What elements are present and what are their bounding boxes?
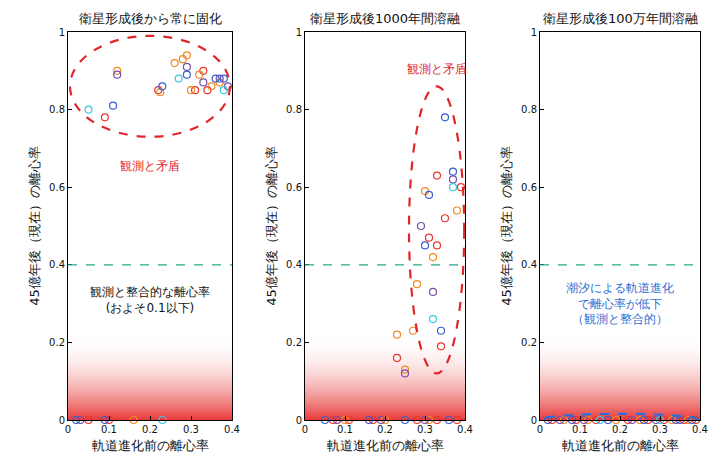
svg-text:1: 1 (296, 27, 302, 38)
svg-text:0.2: 0.2 (286, 337, 302, 348)
svg-text:潮汐による軌道進化で離心率が低下（観測と整合的）: 潮汐による軌道進化で離心率が低下（観測と整合的） (566, 281, 674, 326)
svg-text:0.1: 0.1 (101, 424, 117, 435)
svg-text:45億年後（現在）の離心率: 45億年後（現在）の離心率 (264, 146, 279, 306)
svg-text:0.2: 0.2 (142, 424, 158, 435)
svg-text:0.6: 0.6 (49, 182, 65, 193)
svg-text:0.1: 0.1 (337, 424, 353, 435)
svg-text:衛星形成後100万年間溶融: 衛星形成後100万年間溶融 (543, 11, 698, 26)
svg-text:衛星形成後から常に固化: 衛星形成後から常に固化 (79, 11, 222, 26)
svg-text:0.6: 0.6 (286, 182, 302, 193)
svg-text:0.4: 0.4 (521, 259, 537, 270)
svg-text:0: 0 (531, 415, 537, 426)
svg-text:0.4: 0.4 (224, 424, 240, 435)
svg-text:観測と矛盾: 観測と矛盾 (407, 62, 467, 76)
svg-text:観測と整合的な離心率(およそ0.1以下): 観測と整合的な離心率(およそ0.1以下) (90, 285, 210, 315)
svg-text:0.2: 0.2 (612, 424, 628, 435)
svg-text:0.1: 0.1 (572, 424, 588, 435)
svg-text:0.8: 0.8 (49, 104, 65, 115)
svg-text:45億年後（現在）の離心率: 45億年後（現在）の離心率 (499, 146, 514, 306)
svg-text:0.2: 0.2 (521, 337, 537, 348)
svg-text:45億年後（現在）の離心率: 45億年後（現在）の離心率 (27, 146, 42, 306)
svg-text:0: 0 (302, 424, 308, 435)
svg-text:0: 0 (65, 424, 71, 435)
svg-text:0.3: 0.3 (652, 424, 668, 435)
svg-text:軌道進化前の離心率: 軌道進化前の離心率 (92, 438, 209, 453)
svg-text:1: 1 (59, 27, 65, 38)
svg-text:0.6: 0.6 (521, 182, 537, 193)
svg-text:軌道進化前の離心率: 軌道進化前の離心率 (327, 438, 444, 453)
svg-text:0.4: 0.4 (286, 259, 302, 270)
svg-text:0.8: 0.8 (521, 104, 537, 115)
svg-text:衛星形成後1000年間溶融: 衛星形成後1000年間溶融 (310, 11, 460, 26)
svg-text:0: 0 (537, 424, 543, 435)
svg-text:1: 1 (531, 27, 537, 38)
svg-text:0.4: 0.4 (457, 424, 473, 435)
svg-text:軌道進化前の離心率: 軌道進化前の離心率 (562, 438, 679, 453)
svg-text:0.2: 0.2 (377, 424, 393, 435)
svg-text:0.8: 0.8 (286, 104, 302, 115)
svg-text:0.4: 0.4 (692, 424, 708, 435)
svg-text:0: 0 (296, 415, 302, 426)
svg-text:0: 0 (59, 415, 65, 426)
svg-text:0.4: 0.4 (49, 259, 65, 270)
svg-text:0.2: 0.2 (49, 337, 65, 348)
svg-text:観測と矛盾: 観測と矛盾 (120, 159, 180, 173)
svg-text:0.3: 0.3 (183, 424, 199, 435)
svg-text:0.3: 0.3 (417, 424, 433, 435)
